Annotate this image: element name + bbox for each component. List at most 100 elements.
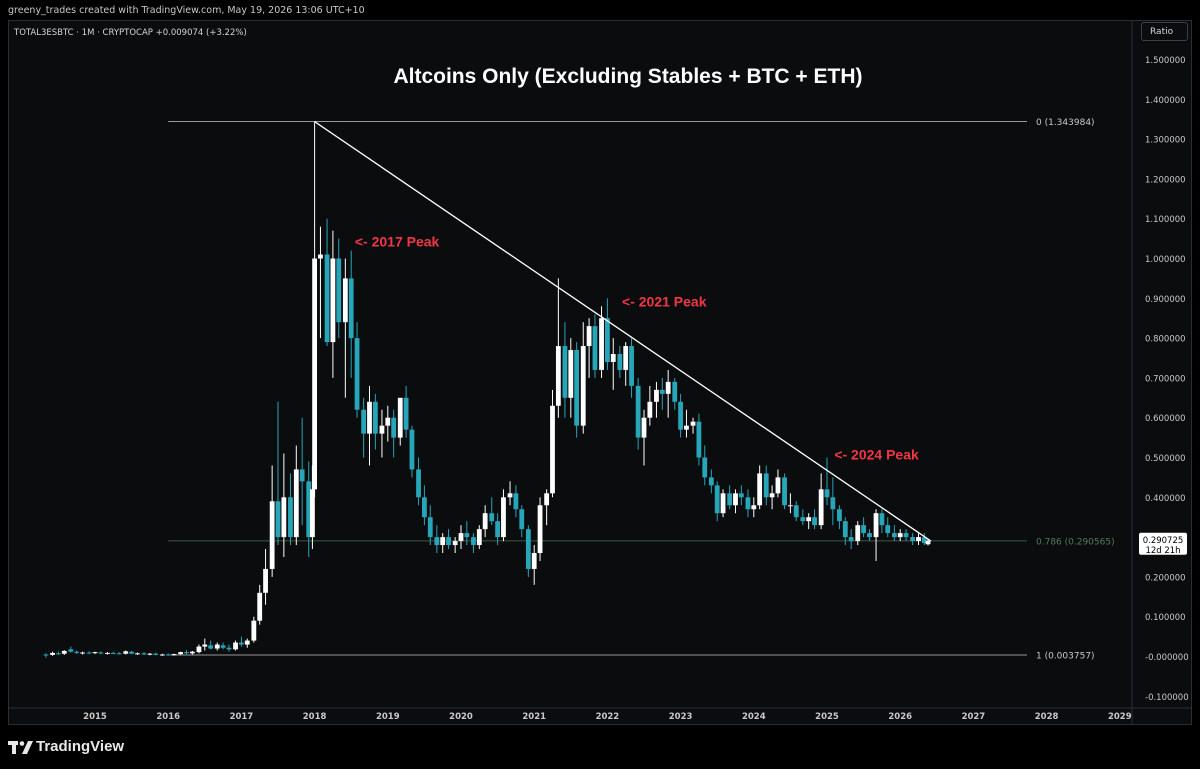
candle-body[interactable]	[708, 477, 714, 486]
candle-body[interactable]	[275, 501, 281, 538]
last-price-badge[interactable]	[1139, 532, 1187, 555]
candle-body[interactable]	[592, 326, 598, 370]
candle-body[interactable]	[220, 645, 226, 648]
candle-body[interactable]	[599, 318, 604, 370]
candle-body[interactable]	[196, 646, 202, 653]
candle-body[interactable]	[910, 537, 916, 542]
candle-body[interactable]	[208, 645, 214, 649]
candle-body[interactable]	[226, 647, 232, 650]
candle-body[interactable]	[440, 537, 446, 546]
candle-body[interactable]	[116, 653, 122, 655]
candle-body[interactable]	[812, 517, 817, 526]
candle-body[interactable]	[214, 644, 220, 649]
candle-body[interactable]	[269, 501, 275, 569]
candle-body[interactable]	[159, 654, 165, 656]
candle-body[interactable]	[178, 652, 184, 655]
candle-body[interactable]	[842, 521, 848, 538]
candle-body[interactable]	[837, 509, 842, 522]
candle-body[interactable]	[281, 497, 287, 538]
candle-body[interactable]	[342, 278, 348, 323]
candle-body[interactable]	[379, 425, 385, 434]
candle-body[interactable]	[727, 493, 733, 506]
candle-body[interactable]	[476, 529, 482, 546]
candle-body[interactable]	[312, 258, 317, 490]
candle-body[interactable]	[733, 493, 738, 506]
candle-body[interactable]	[68, 649, 74, 652]
candle-body[interactable]	[550, 405, 555, 494]
candle-body[interactable]	[800, 517, 806, 522]
candle-body[interactable]	[495, 521, 500, 538]
candle-body[interactable]	[86, 652, 92, 654]
candle-body[interactable]	[416, 469, 421, 498]
candle-body[interactable]	[574, 350, 580, 426]
candle-body[interactable]	[763, 473, 769, 498]
candle-body[interactable]	[684, 425, 689, 430]
candle-body[interactable]	[348, 278, 354, 339]
candle-body[interactable]	[452, 541, 458, 546]
candle-body[interactable]	[184, 652, 189, 654]
candle-body[interactable]	[690, 421, 696, 426]
candle-body[interactable]	[80, 652, 85, 654]
candle-body[interactable]	[897, 533, 903, 538]
candle-body[interactable]	[403, 397, 409, 430]
candle-body[interactable]	[141, 653, 147, 655]
candle-body[interactable]	[397, 397, 403, 438]
candle-body[interactable]	[98, 652, 104, 654]
candle-body[interactable]	[171, 654, 177, 656]
candle-body[interactable]	[885, 525, 891, 534]
candle-body[interactable]	[720, 493, 726, 514]
candle-body[interactable]	[354, 338, 360, 410]
candle-body[interactable]	[525, 529, 531, 569]
candle-body[interactable]	[696, 421, 702, 458]
candle-body[interactable]	[318, 254, 323, 259]
candle-body[interactable]	[738, 493, 744, 498]
trendline[interactable]	[314, 121, 932, 542]
candle-body[interactable]	[293, 469, 299, 538]
candle-body[interactable]	[458, 533, 464, 542]
candle-body[interactable]	[617, 354, 623, 370]
candle-body[interactable]	[555, 346, 561, 406]
candle-body[interactable]	[925, 540, 931, 545]
candle-body[interactable]	[233, 642, 238, 650]
candle-body[interactable]	[409, 429, 415, 470]
candle-body[interactable]	[861, 525, 866, 534]
candle-body[interactable]	[806, 517, 812, 522]
candle-body[interactable]	[239, 642, 244, 645]
candle-body[interactable]	[605, 318, 610, 362]
candle-body[interactable]	[537, 505, 543, 554]
candle-body[interactable]	[903, 533, 909, 538]
candle-body[interactable]	[921, 537, 927, 544]
candle-body[interactable]	[824, 489, 830, 498]
candle-body[interactable]	[568, 350, 574, 398]
candle-body[interactable]	[74, 651, 80, 653]
candle-body[interactable]	[848, 537, 854, 542]
candle-body[interactable]	[623, 346, 629, 370]
candle-body[interactable]	[129, 651, 134, 654]
candle-body[interactable]	[471, 537, 476, 546]
candle-body[interactable]	[769, 493, 775, 498]
candle-body[interactable]	[422, 497, 427, 518]
candle-body[interactable]	[50, 652, 55, 655]
candle-body[interactable]	[580, 346, 586, 426]
candle-body[interactable]	[482, 513, 488, 530]
candle-body[interactable]	[501, 497, 506, 538]
candle-body[interactable]	[519, 509, 525, 530]
candle-body[interactable]	[757, 473, 763, 506]
candle-body[interactable]	[678, 401, 683, 430]
candle-body[interactable]	[654, 389, 659, 402]
candle-body[interactable]	[244, 640, 250, 645]
candle-body[interactable]	[434, 537, 440, 546]
candle-body[interactable]	[867, 533, 872, 538]
candle-body[interactable]	[391, 417, 397, 438]
candle-body[interactable]	[446, 537, 451, 546]
candle-body[interactable]	[361, 409, 367, 434]
candle-body[interactable]	[165, 654, 171, 656]
candle-body[interactable]	[635, 385, 641, 438]
candle-body[interactable]	[659, 389, 665, 394]
candle-body[interactable]	[751, 505, 757, 510]
candle-body[interactable]	[562, 346, 568, 398]
candle-body[interactable]	[202, 644, 208, 647]
candle-body[interactable]	[288, 497, 293, 538]
candle-body[interactable]	[586, 326, 592, 347]
candle-body[interactable]	[610, 354, 616, 362]
